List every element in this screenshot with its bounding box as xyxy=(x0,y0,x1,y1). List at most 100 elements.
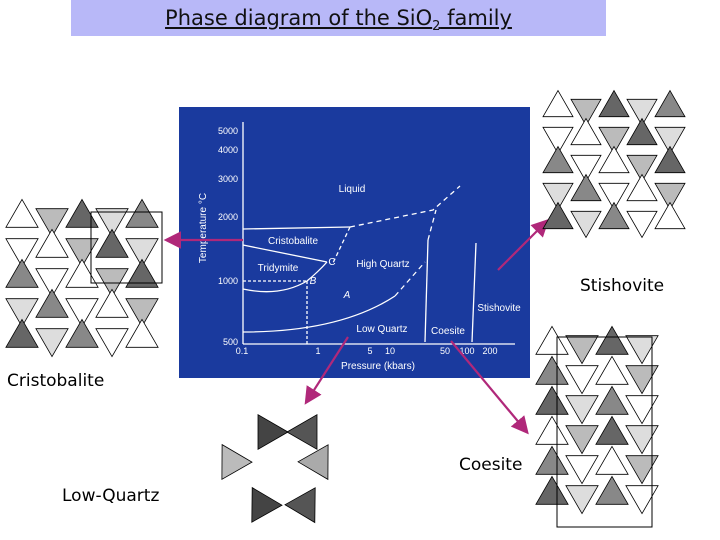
coesite-tetrahedron xyxy=(595,415,629,445)
coesite-tetrahedron xyxy=(565,395,599,425)
phase-boundaries xyxy=(242,122,515,345)
crystal-structures xyxy=(5,89,686,524)
cristobalite-tetrahedron xyxy=(5,318,39,348)
stishovite-tetrahedron xyxy=(598,145,630,174)
cristobalite-liquid-boundary xyxy=(242,226,351,230)
quartz-coesite-boundary xyxy=(424,239,429,343)
stishovite-tetrahedron xyxy=(598,89,630,118)
stishovite-tetrahedron xyxy=(626,173,658,202)
stishovite-tetrahedron xyxy=(570,98,602,127)
cristobalite-tetrahedron xyxy=(65,258,99,288)
cristobalite-tetrahedron xyxy=(35,228,69,258)
x-tick-label: 0.1 xyxy=(236,346,249,356)
coesite-tetrahedron xyxy=(565,455,599,485)
point-c: C xyxy=(328,257,335,268)
cristobalite-tetrahedron xyxy=(65,318,99,348)
coesite-tetrahedron xyxy=(625,485,659,515)
stishovite-tetrahedron xyxy=(598,126,630,155)
coesite-tetrahedron xyxy=(595,385,629,415)
stishovite-tetrahedron xyxy=(626,154,658,183)
coesite-tetrahedron xyxy=(625,455,659,485)
cristobalite-tetrahedron xyxy=(125,298,159,328)
stishovite-tetrahedron xyxy=(654,126,686,155)
diagram-background xyxy=(179,107,530,378)
arrow-to-stishovite xyxy=(497,218,550,271)
coesite-tetrahedron xyxy=(565,485,599,515)
x-tick-label: 100 xyxy=(459,346,474,356)
region-low-quartz: Low Quartz xyxy=(356,324,407,335)
slide-title: Phase diagram of the SiO2 family xyxy=(165,6,512,35)
coesite-stishovite-boundary xyxy=(471,242,477,343)
region-stishovite: Stishovite xyxy=(477,303,521,314)
tridymite-quartz-boundary xyxy=(306,261,328,282)
stishovite-tetrahedron xyxy=(570,154,602,183)
y-tick-label: 2000 xyxy=(218,212,238,222)
stishovite-tetrahedron xyxy=(542,126,574,155)
coesite-tetrahedron xyxy=(535,445,569,475)
stishovite-tetrahedron xyxy=(626,210,658,239)
cristobalite-tetrahedron xyxy=(5,298,39,328)
label-coesite: Coesite xyxy=(459,455,523,475)
stishovite-tetrahedron xyxy=(542,201,574,230)
coesite-tetrahedron xyxy=(625,365,659,395)
stishovite-tetrahedron xyxy=(626,117,658,146)
cristobalite-tetrahedron xyxy=(125,238,159,268)
low-quartz-tetrahedron xyxy=(286,414,318,450)
y-tick-label: 3000 xyxy=(218,174,238,184)
coesite-tetrahedron xyxy=(625,425,659,455)
coesite-tetrahedron xyxy=(535,475,569,505)
x-tick-label: 10 xyxy=(385,346,395,356)
stishovite-tetrahedron xyxy=(570,117,602,146)
cristobalite-tetrahedron xyxy=(5,238,39,268)
stishovite-tetrahedron xyxy=(654,145,686,174)
coesite-tetrahedron xyxy=(535,415,569,445)
coesite-tetrahedron xyxy=(595,475,629,505)
low-quartz-tetrahedron xyxy=(221,443,253,480)
low-high-quartz-boundary xyxy=(242,295,396,333)
cristobalite-tetrahedron xyxy=(65,198,99,228)
coesite-tetrahedron xyxy=(535,355,569,385)
cristobalite-unit-cell xyxy=(90,211,163,284)
cristobalite-tetrahedron xyxy=(35,208,69,238)
label-stishovite: Stishovite xyxy=(580,276,665,296)
low-quartz-tetrahedron xyxy=(284,487,316,524)
arrows xyxy=(163,218,550,435)
coesite-tetrahedron xyxy=(595,325,629,355)
cristobalite-tetrahedron xyxy=(5,258,39,288)
cristobalite-tridymite-boundary xyxy=(242,244,328,263)
x-tick-label: 5 xyxy=(367,346,372,356)
stishovite-tetrahedron xyxy=(598,201,630,230)
cristobalite-tetrahedron xyxy=(95,228,129,258)
low-quartz-tetrahedron xyxy=(251,486,283,523)
title-bar: Phase diagram of the SiO2 family xyxy=(71,0,606,36)
stishovite-tetrahedron xyxy=(570,173,602,202)
cristobalite-tetrahedron xyxy=(35,328,69,358)
stishovite-tetrahedron xyxy=(654,201,686,230)
point-a: A xyxy=(343,290,351,301)
coesite-tetrahedron xyxy=(535,385,569,415)
cristobalite-tetrahedron xyxy=(95,208,129,238)
low-quartz-tetrahedron xyxy=(257,414,289,450)
stishovite-tetrahedron xyxy=(626,98,658,127)
region-cristobalite: Cristobalite xyxy=(268,236,318,247)
cristobalite-tetrahedron xyxy=(125,258,159,288)
cristobalite-tetrahedron xyxy=(5,198,39,228)
label-cristobalite: Cristobalite xyxy=(7,371,105,391)
x-tick-label: 1 xyxy=(315,346,320,356)
stishovite-tetrahedron xyxy=(542,182,574,211)
x-tick-label: 50 xyxy=(440,346,450,356)
stishovite-tetrahedron xyxy=(654,182,686,211)
liquid-boundary-dashed xyxy=(349,185,461,228)
point-b: B xyxy=(310,276,317,287)
cristobalite-tetrahedron xyxy=(35,288,69,318)
quartz-boundary-dashed xyxy=(394,261,426,297)
cristobalite-tetrahedron xyxy=(95,288,129,318)
cristobalite-tetrahedron xyxy=(125,318,159,348)
region-coesite: Coesite xyxy=(431,326,465,337)
y-axis-label: Temperature °C xyxy=(198,193,209,263)
coesite-tetrahedron xyxy=(595,355,629,385)
tridymite-lower-boundary xyxy=(242,280,308,293)
x-tick-label: 200 xyxy=(482,346,497,356)
y-tick-label: 4000 xyxy=(218,145,238,155)
